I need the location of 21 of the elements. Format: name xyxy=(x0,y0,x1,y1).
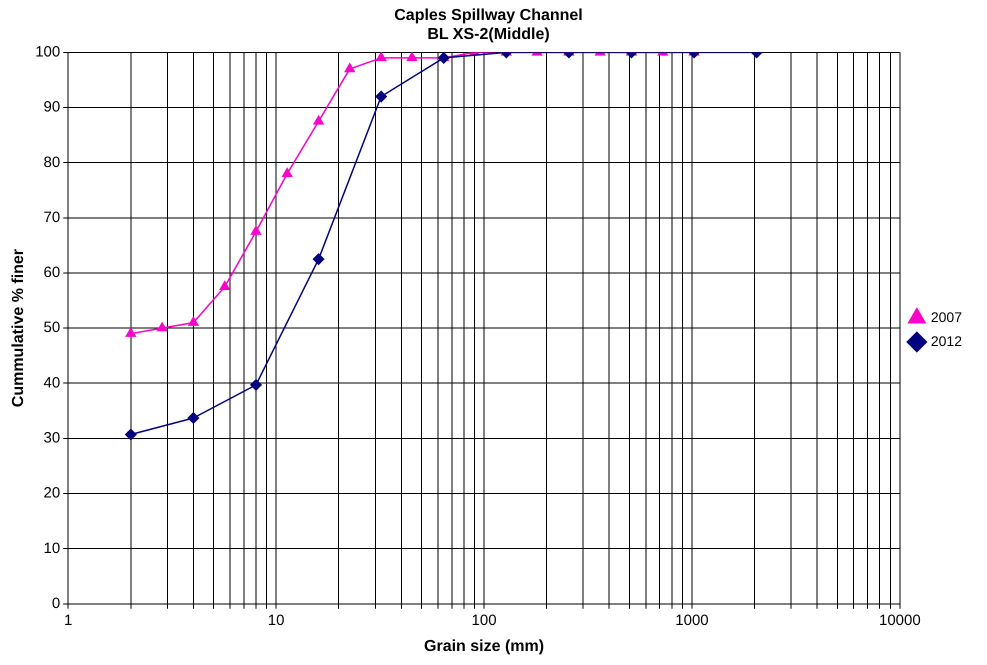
y-tick-label: 100 xyxy=(35,44,60,61)
x-tick-label: 1000 xyxy=(675,612,709,629)
legend-label: 2007 xyxy=(930,308,962,325)
y-tick-label: 0 xyxy=(52,594,60,612)
x-tick-label: 100 xyxy=(472,612,497,629)
y-tick-label: 40 xyxy=(44,374,60,392)
y-tick-label: 20 xyxy=(44,484,60,502)
y-tick-label: 60 xyxy=(44,264,60,282)
y-tick-label: 90 xyxy=(44,98,60,116)
legend-label: 2012 xyxy=(930,332,962,349)
y-tick-label: 30 xyxy=(44,430,60,447)
y-axis-title: Cummulative % finer xyxy=(10,248,28,408)
x-tick-label: 10000 xyxy=(878,612,921,629)
y-tick-label: 50 xyxy=(44,319,60,336)
x-tick-label: 10 xyxy=(268,612,284,629)
chart-title: Caples Spillway Channel BL XS-2(Middle) xyxy=(394,7,583,44)
y-tick-label: 10 xyxy=(44,540,60,557)
x-axis-title: Grain size (mm) xyxy=(424,638,544,655)
x-tick-label: 1 xyxy=(64,612,72,629)
y-tick-label: 80 xyxy=(44,154,60,171)
y-tick-label: 70 xyxy=(44,208,60,226)
